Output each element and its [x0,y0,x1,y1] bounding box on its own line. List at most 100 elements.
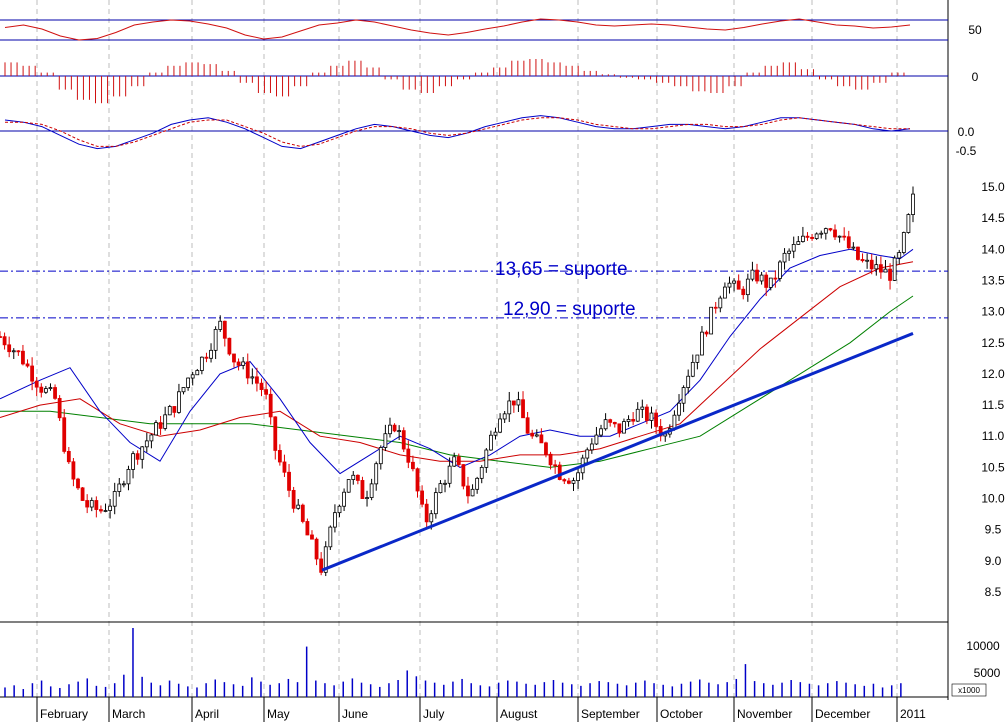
candle-body [759,274,764,282]
candle-body [594,434,599,445]
candle-body [76,478,80,489]
candle-body [57,397,62,419]
month-label: September [581,707,640,721]
candle-body [516,399,521,406]
candle-body [287,471,291,491]
candle-body [828,228,833,231]
candle-body [177,391,181,413]
candle-body [851,246,856,249]
candle-body [11,350,16,353]
price-tick-label: 12.5 [981,336,1005,350]
candle-body [456,456,461,465]
candle-body [489,434,493,451]
candle-body [245,361,250,379]
candle-body [406,448,411,463]
candle-body [447,465,452,484]
candle-body [333,512,337,528]
candle-body [99,509,103,512]
candle-body [722,286,727,299]
candle-body [649,412,654,421]
candle-body [521,399,525,419]
candle-body [2,336,7,346]
candle-body [507,400,512,415]
candle-body [374,463,379,485]
candle-body [470,488,475,497]
candle-body [869,259,874,270]
candle-body [672,414,677,429]
candle-body [810,236,814,239]
volume-tick-label: 10000 [966,639,1000,653]
candle-body [608,419,613,423]
candle-body [764,274,769,288]
candle-body [53,387,57,399]
candle-body [502,413,507,420]
candle-body [415,468,420,492]
candle-body [126,469,131,485]
candle-body [429,513,434,523]
candle-body [241,361,246,366]
candle-body [71,461,76,480]
candle-body [906,214,911,233]
candle-body [443,482,447,485]
candle-body [833,229,837,238]
price-tick-label: 14.5 [981,211,1005,225]
candle-body [690,361,695,377]
candle-body [837,235,842,238]
candle-body [21,350,25,365]
candle-body [222,320,227,339]
candle-body [66,451,71,463]
candle-body [695,354,700,363]
candle-body [466,485,470,497]
candle-body [158,422,163,429]
candle-body [392,424,397,432]
candle-body [305,521,310,536]
candle-body [617,423,622,434]
candle-body [814,233,819,239]
candle-body [85,500,90,508]
month-label: August [500,707,538,721]
candle-body [856,246,860,260]
candle-body [484,449,489,468]
candle-body [351,474,356,480]
candle-body [424,503,429,523]
candle-body [475,477,480,490]
trendline [321,332,914,572]
candle-body [511,400,516,406]
candle-body [319,558,324,573]
candle-body [571,480,576,484]
candle-body [599,428,603,436]
price-tick-label: 10.0 [981,492,1005,506]
candle-body [144,440,149,448]
candle-body [796,241,801,245]
candle-body [755,269,759,282]
candle-body [337,505,342,514]
candle-body [199,356,204,371]
candle-body [883,268,888,273]
candle-body [713,306,718,309]
candle-body [878,264,883,273]
candle-body [300,504,305,522]
candle-body [631,418,636,422]
candle-body [700,331,704,356]
candle-body [589,443,594,451]
candle-body [89,500,94,508]
candle-body [787,250,792,254]
candle-body [823,228,828,234]
tick-label: 0.0 [958,125,975,139]
candle-body [800,235,805,242]
macd-signal-line [5,117,910,147]
price-tick-label: 11.5 [982,398,1005,412]
price-tick-label: 13.0 [981,305,1005,319]
candle-body [842,235,847,238]
price-tick-label: 11.0 [982,429,1005,443]
candle-body [273,416,278,451]
candle-body [355,474,360,481]
candle-body [388,424,392,435]
month-label: December [815,707,870,721]
candle-body [112,491,117,507]
candle-body [314,538,319,560]
support-annotation: 12,90 = suporte [503,299,636,320]
price-tick-label: 15.0 [981,180,1005,194]
candle-body [791,244,796,252]
candle-body [557,464,562,480]
